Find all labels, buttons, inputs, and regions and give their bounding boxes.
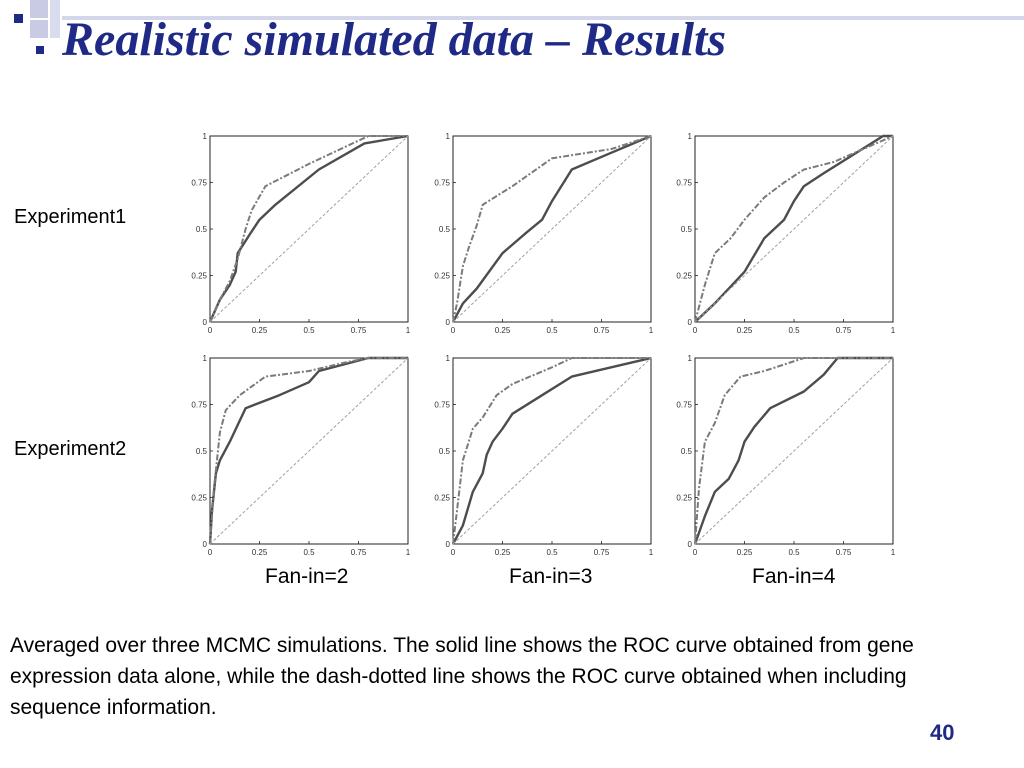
x-tick-label: 0.5 (788, 548, 800, 557)
x-tick-label: 1 (649, 326, 654, 335)
x-tick-label: 0.25 (252, 326, 268, 335)
title-underline-bar (62, 16, 1024, 20)
y-tick-label: 0 (688, 540, 693, 549)
y-tick-label: 1 (203, 354, 208, 363)
y-tick-label: 0 (203, 318, 208, 327)
x-tick-label: 0.5 (788, 326, 800, 335)
y-tick-label: 1 (688, 132, 693, 141)
roc-curve-dash-dot (694, 357, 893, 545)
row-label-experiment1: Experiment1 (14, 206, 127, 228)
x-tick-label: 0.25 (495, 326, 511, 335)
col-label-fan-in-3: Fan-in=3 (509, 565, 593, 588)
roc-curve-dash-dot (209, 135, 408, 323)
roc-curve-solid (208, 356, 408, 545)
y-tick-label: 0.25 (434, 494, 450, 503)
x-tick-label: 0.75 (594, 326, 610, 335)
decor-square-light (30, 20, 48, 38)
roc-chart-exp2-fanin3: 0 0.25 0.5 0.75 1 0 0.25 0.5 0.75 1 (434, 354, 654, 557)
roc-chart-exp2-fanin4: 0 0.25 0.5 0.75 1 0 0.25 0.5 0.75 1 (676, 354, 896, 557)
y-tick-label: 0.75 (676, 179, 692, 188)
y-tick-label: 0.5 (196, 225, 208, 234)
decor-square-light (30, 0, 48, 18)
x-tick-label: 0 (208, 326, 213, 335)
col-label-fan-in-4: Fan-in=4 (752, 565, 836, 588)
x-tick-label: 0.75 (351, 548, 367, 557)
caption-text: Averaged over three MCMC simulations. Th… (10, 634, 914, 719)
x-tick-label: 0.25 (252, 548, 268, 557)
y-tick-label: 0.75 (676, 401, 692, 410)
roc-curve-dash-dot (452, 135, 652, 323)
y-tick-label: 0.25 (434, 272, 450, 281)
decor-square-dark (14, 14, 23, 23)
y-tick-label: 1 (446, 354, 451, 363)
x-tick-label: 0.5 (303, 326, 315, 335)
y-tick-label: 0.25 (191, 272, 207, 281)
y-tick-label: 0 (446, 540, 451, 549)
y-tick-label: 1 (203, 132, 208, 141)
y-tick-label: 0.5 (439, 447, 451, 456)
y-tick-label: 0 (446, 318, 451, 327)
y-tick-label: 0 (688, 318, 693, 327)
x-tick-label: 0.5 (303, 548, 315, 557)
roc-curve-dash-dot (452, 357, 651, 545)
roc-curve-solid (451, 134, 652, 323)
roc-curve-dash-dot (694, 135, 894, 323)
y-tick-label: 0.75 (434, 179, 450, 188)
y-tick-label: 0.25 (676, 494, 692, 503)
x-tick-label: 0 (451, 548, 456, 557)
y-tick-label: 1 (446, 132, 451, 141)
y-tick-label: 0.75 (191, 401, 207, 410)
roc-curve-solid (208, 134, 409, 323)
x-tick-label: 1 (649, 548, 654, 557)
roc-diagonal-reference (694, 357, 894, 545)
roc-diagonal-reference (694, 135, 894, 323)
y-tick-label: 0.5 (196, 447, 208, 456)
x-tick-label: 1 (406, 548, 411, 557)
x-tick-label: 0 (208, 548, 213, 557)
page-number: 40 (930, 720, 955, 745)
roc-curve-solid (694, 134, 893, 323)
roc-curve-solid (693, 356, 893, 545)
x-tick-label: 0.25 (495, 548, 511, 557)
x-tick-label: 0.25 (737, 548, 753, 557)
y-tick-label: 0.75 (434, 401, 450, 410)
x-tick-label: 0.75 (836, 548, 852, 557)
x-tick-label: 1 (891, 548, 896, 557)
y-tick-label: 0.5 (439, 225, 451, 234)
x-tick-label: 0 (693, 326, 698, 335)
slide-title: Realistic simulated data – Results (62, 13, 727, 66)
roc-chart-exp1-fanin4: 0 0.25 0.5 0.75 1 0 0.25 0.5 0.75 1 (676, 132, 896, 335)
roc-chart-exp2-fanin2: 0 0.25 0.5 0.75 1 0 0.25 0.5 0.75 1 (191, 354, 411, 557)
roc-diagonal-reference (209, 357, 409, 545)
roc-curve-dash-dot (209, 357, 408, 545)
y-tick-label: 0.75 (191, 179, 207, 188)
x-tick-label: 0.75 (836, 326, 852, 335)
x-tick-label: 1 (406, 326, 411, 335)
x-tick-label: 0.5 (546, 326, 558, 335)
y-tick-label: 0.5 (681, 447, 693, 456)
roc-chart-exp1-fanin3: 0 0.25 0.5 0.75 1 0 0.25 0.5 0.75 1 (434, 132, 654, 335)
x-tick-label: 0 (693, 548, 698, 557)
y-tick-label: 0.25 (676, 272, 692, 281)
row-label-experiment2: Experiment2 (14, 438, 127, 460)
roc-diagonal-reference (209, 135, 409, 323)
col-label-fan-in-2: Fan-in=2 (265, 565, 349, 588)
y-tick-label: 0 (203, 540, 208, 549)
decor-square-dark (36, 46, 44, 54)
x-tick-label: 0.75 (351, 326, 367, 335)
x-tick-label: 0.25 (737, 326, 753, 335)
y-tick-label: 0.5 (681, 225, 693, 234)
x-tick-label: 0.75 (594, 548, 610, 557)
y-tick-label: 0.25 (191, 494, 207, 503)
decor-square-light (50, 0, 60, 38)
roc-diagonal-reference (452, 357, 652, 545)
x-tick-label: 1 (891, 326, 896, 335)
roc-curve-solid (451, 356, 652, 545)
x-tick-label: 0.5 (546, 548, 558, 557)
y-tick-label: 1 (688, 354, 693, 363)
roc-chart-exp1-fanin2: 0 0.25 0.5 0.75 1 0 0.25 0.5 0.75 1 (191, 132, 411, 335)
x-tick-label: 0 (451, 326, 456, 335)
roc-diagonal-reference (452, 135, 652, 323)
